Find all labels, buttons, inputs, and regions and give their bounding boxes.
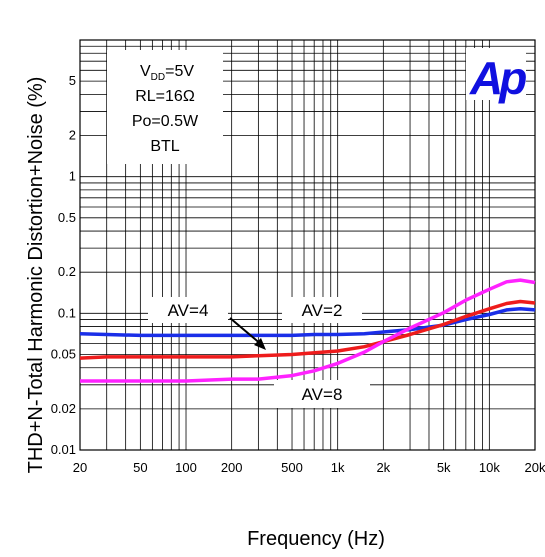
- ap-logo-text: Ap: [469, 52, 526, 104]
- y-tick-label: 0.5: [58, 210, 76, 225]
- plot-border: [79, 39, 536, 451]
- x-tick-label: 20k: [525, 460, 545, 475]
- x-tick-label: 200: [221, 460, 243, 475]
- x-tick-label: 20: [73, 460, 87, 475]
- curve-labels: AV=4 AV=2 AV=8: [148, 297, 370, 408]
- x-tick-labels: 20 50 100 200 500 1k 2k 5k 10k 20k: [73, 460, 545, 475]
- label-av4: AV=4: [168, 301, 209, 320]
- y-tick-label: 0.05: [51, 346, 76, 361]
- vdd-label: VDD=5V: [140, 63, 194, 83]
- ap-logo: Ap: [466, 48, 530, 104]
- label-av2: AV=2: [302, 301, 343, 320]
- av4-pointer-arrow: [229, 317, 263, 346]
- label-av8: AV=8: [302, 385, 343, 404]
- y-axis-title: THD+N-Total Harmonic Distortion+Noise (%…: [25, 77, 47, 474]
- po-label: Po=0.5W: [132, 113, 199, 130]
- y-tick-label: 5: [69, 73, 76, 88]
- y-tick-label: 0.01: [51, 442, 76, 457]
- x-tick-label: 50: [133, 460, 147, 475]
- series-line-av4: [79, 299, 536, 360]
- conditions-box: VDD=5V RL=16Ω Po=0.5W BTL: [107, 50, 223, 164]
- y-tick-label: 1: [69, 169, 76, 184]
- series-lines: [79, 278, 536, 383]
- y-tick-label: 0.02: [51, 401, 76, 416]
- x-tick-label: 5k: [437, 460, 451, 475]
- mode-label: BTL: [150, 138, 179, 155]
- x-tick-label: 10k: [479, 460, 500, 475]
- y-tick-label: 0.2: [58, 264, 76, 279]
- x-tick-label: 2k: [376, 460, 390, 475]
- plot-frame: [79, 39, 536, 451]
- av4-arrowhead: [254, 338, 266, 350]
- x-tick-label: 500: [281, 460, 303, 475]
- series-line-av2: [79, 307, 536, 338]
- x-tick-label: 1k: [331, 460, 345, 475]
- rl-label: RL=16Ω: [135, 88, 195, 105]
- x-tick-label: 100: [175, 460, 197, 475]
- y-tick-labels: 0.01 0.02 0.05 0.1 0.2 0.5 1 2 5: [51, 73, 76, 457]
- x-axis-title: Frequency (Hz): [247, 528, 385, 550]
- series-line-av8: [80, 278, 536, 383]
- y-tick-label: 2: [69, 128, 76, 143]
- conditions-box-bg: [107, 50, 223, 164]
- y-tick-label: 0.1: [58, 305, 76, 320]
